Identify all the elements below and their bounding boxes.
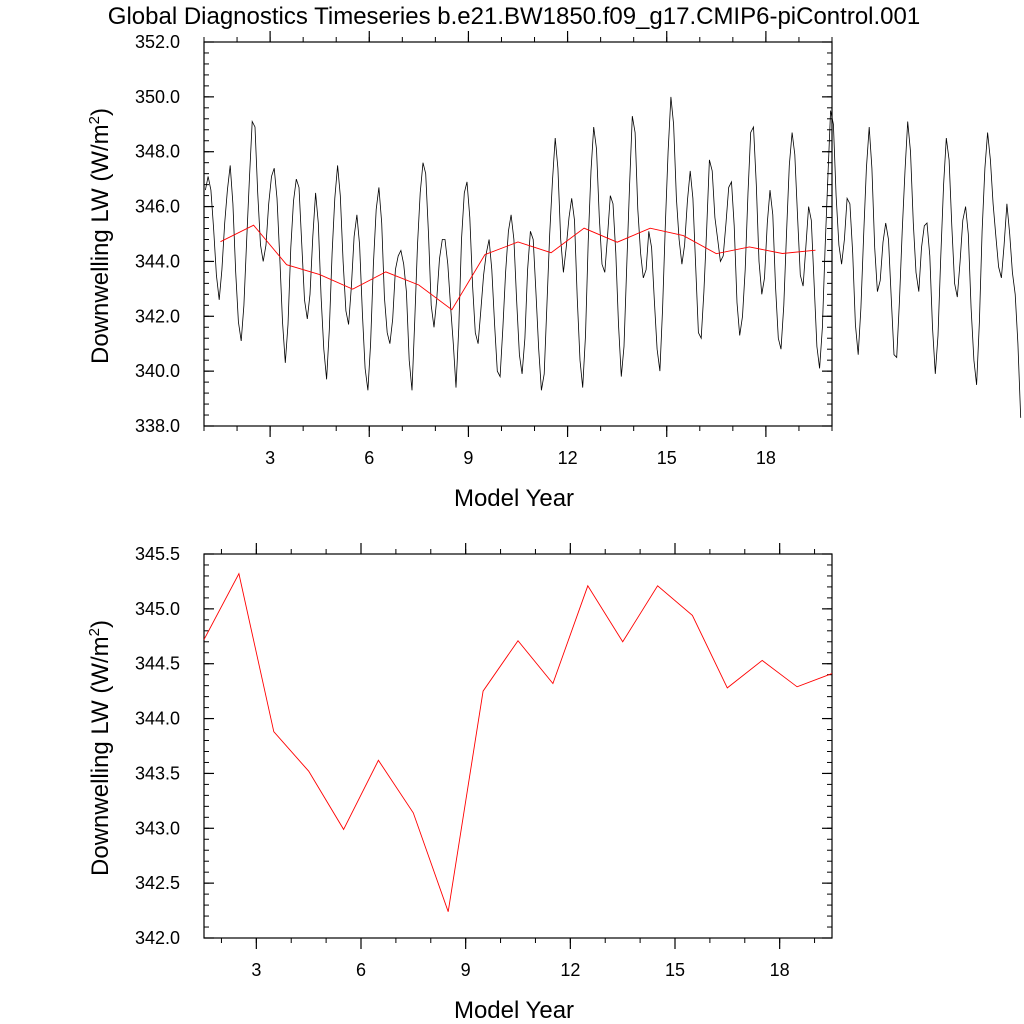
top-x-tick-label: 12: [558, 448, 578, 468]
top-y-tick-label: 340.0: [135, 361, 180, 381]
bottom-panel: 342.0 342.5 343.0 343.5 344.0 344.5 345.0 345.5…: [86, 543, 832, 1024]
bottom-x-tick-label: 15: [665, 960, 685, 980]
figure-title: Global Diagnostics Timeseries b.e21.BW18…: [108, 3, 920, 30]
top-x-tick-label: 9: [463, 448, 473, 468]
top-y-tick-label: 346.0: [135, 197, 180, 217]
bottom-x-tick-label: 6: [356, 960, 366, 980]
top-y-tick-label: 344.0: [135, 251, 180, 271]
top-y-tick-label: 348.0: [135, 142, 180, 162]
top-x-tick-label: 3: [265, 448, 275, 468]
top-y-axis-label: Downwelling LW (W/m2): [86, 108, 114, 364]
bottom-y-axis-label-close: ): [87, 620, 114, 628]
bottom-y-tick-label: 345.5: [135, 544, 180, 564]
bottom-x-tick-label: 3: [251, 960, 261, 980]
top-x-tick-label: 15: [657, 448, 677, 468]
bottom-y-tick-label: 345.0: [135, 599, 180, 619]
top-y-tick-label: 350.0: [135, 87, 180, 107]
top-y-tick-label: 352.0: [135, 32, 180, 52]
bottom-y-tick-label: 343.5: [135, 763, 180, 783]
bottom-y-tick-label: 342.5: [135, 873, 180, 893]
bottom-y-axis-label: Downwelling LW (W/m2): [86, 620, 114, 876]
bottom-y-axis-label-main: Downwelling LW (W/m: [87, 636, 114, 876]
top-plot-frame: [204, 42, 832, 426]
bottom-y-tick-label: 344.5: [135, 654, 180, 674]
top-y-tick-label: 338.0: [135, 416, 180, 436]
top-panel: 338.0 340.0 342.0 344.0 346.0 348.0 350.0 352.0…: [86, 31, 1021, 512]
bottom-y-axis-label-superscript: 2: [86, 628, 103, 636]
top-y-tick-label: 342.0: [135, 306, 180, 326]
top-x-axis-label: Model Year: [454, 485, 574, 512]
bottom-x-tick-label: 9: [461, 960, 471, 980]
top-x-tick-label: 6: [364, 448, 374, 468]
bottom-annual-series-line: [204, 574, 832, 912]
top-y-axis-label-close: ): [87, 108, 114, 116]
top-monthly-series-line: [205, 97, 1020, 418]
top-y-axis-label-superscript: 2: [86, 116, 103, 124]
top-x-tick-label: 18: [756, 448, 776, 468]
bottom-plot-frame: [204, 554, 832, 938]
bottom-y-tick-label: 344.0: [135, 709, 180, 729]
bottom-x-tick-label: 12: [560, 960, 580, 980]
bottom-x-tick-label: 18: [770, 960, 790, 980]
bottom-y-tick-label: 342.0: [135, 928, 180, 948]
top-y-axis-label-main: Downwelling LW (W/m: [87, 124, 114, 364]
bottom-x-axis-label: Model Year: [454, 997, 574, 1024]
bottom-y-tick-label: 343.0: [135, 818, 180, 838]
